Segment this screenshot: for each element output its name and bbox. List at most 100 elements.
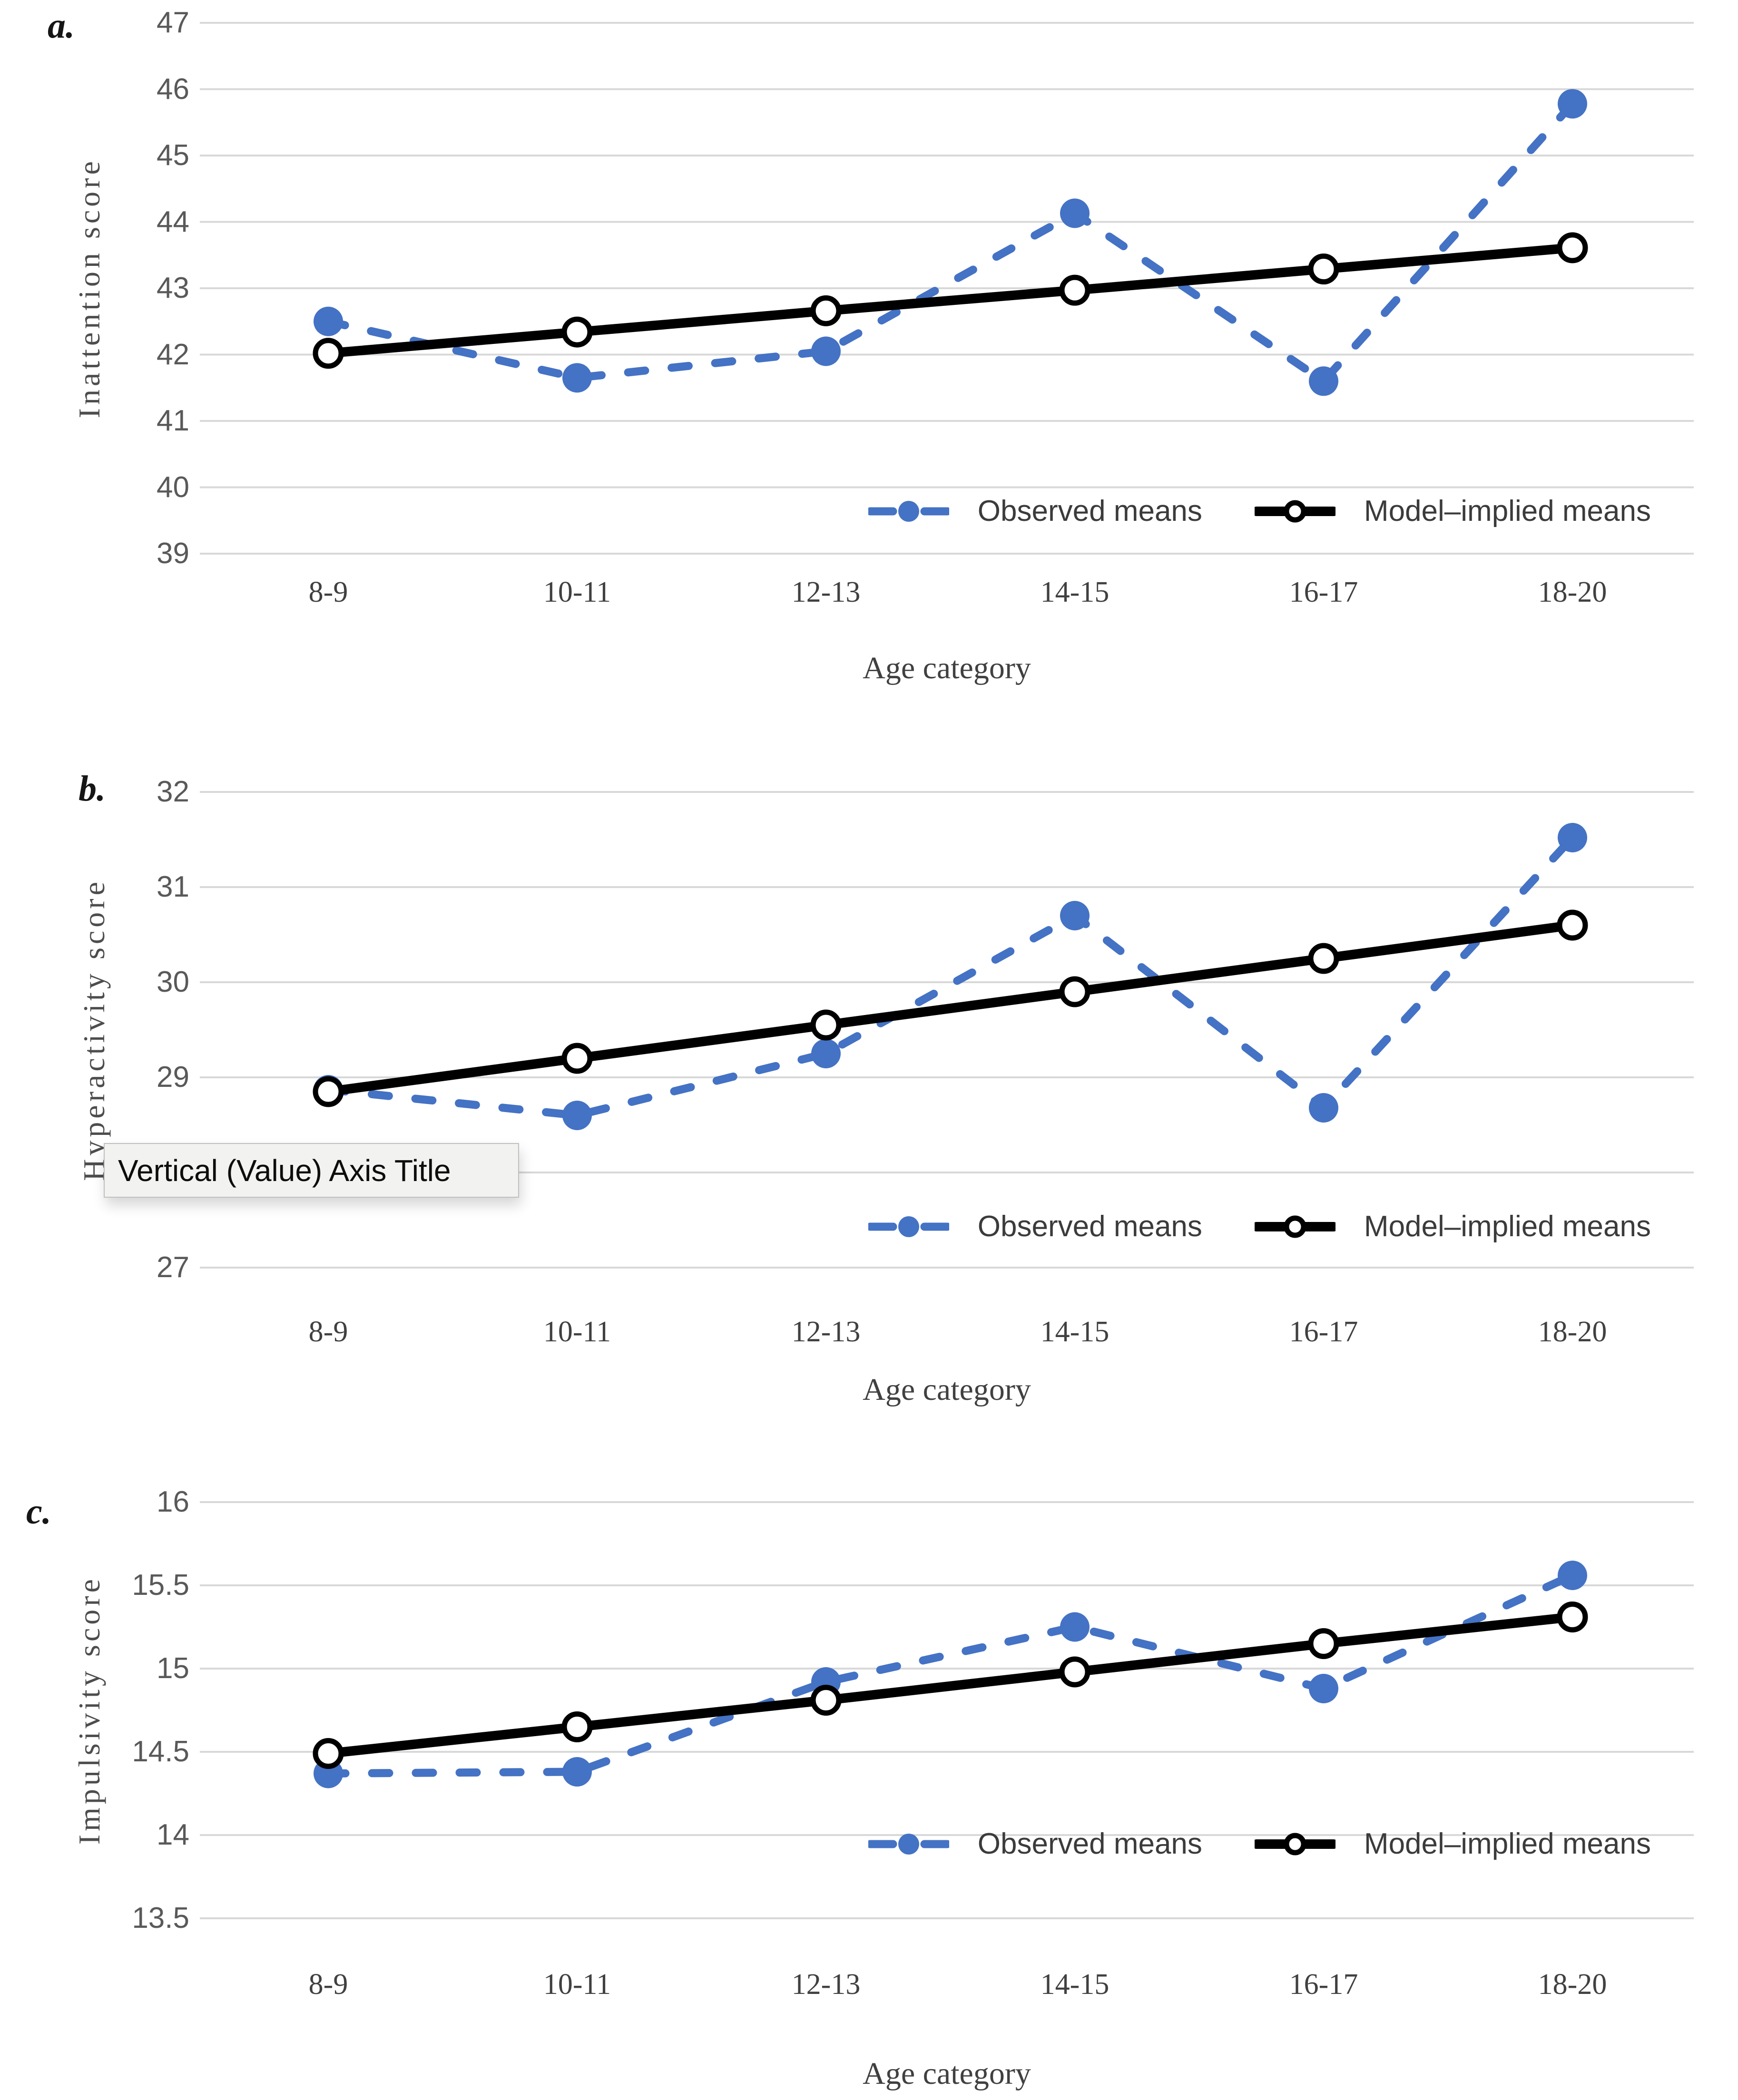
data-point-model [561, 316, 593, 348]
legend-label: Model–implied means [1364, 1210, 1651, 1243]
data-point-model [1308, 1628, 1339, 1659]
x-tick-label: 14-15 [1040, 1316, 1110, 1348]
x-tick-label: 18-20 [1538, 1968, 1607, 2001]
x-tick-label: 18-20 [1538, 1316, 1607, 1348]
data-point-model [1308, 254, 1339, 285]
y-tick-label: 44 [157, 205, 189, 238]
series-observed-line [324, 1571, 1577, 1778]
legend-item-observed: Observed means [868, 1209, 1202, 1244]
legend: Observed means Model–implied means [868, 494, 1651, 529]
data-point-observed [1558, 1561, 1587, 1590]
model-series-icon [1254, 500, 1335, 523]
data-point-observed [314, 306, 343, 336]
x-axis-title: Age category [863, 1372, 1031, 1407]
data-point-model [1059, 274, 1090, 306]
data-point-observed [1558, 89, 1587, 119]
y-tick-label: 40 [157, 470, 189, 504]
legend: Observed means Model–implied means [868, 1209, 1651, 1244]
observed-series-icon [868, 501, 949, 522]
data-point-model [810, 295, 842, 326]
x-tick-label: 16-17 [1289, 1968, 1358, 2001]
data-point-model [1557, 909, 1588, 941]
y-tick-label: 14.5 [132, 1735, 189, 1768]
series-model-line [324, 243, 1577, 358]
x-tick-label: 8-9 [308, 576, 348, 608]
y-tick-label: 43 [157, 272, 189, 304]
data-point-model [561, 1711, 593, 1742]
legend-item-model: Model–implied means [1254, 1827, 1651, 1862]
legend: Observed means Model–implied means [868, 1827, 1651, 1862]
data-point-model [1059, 1656, 1090, 1688]
data-point-observed [562, 1757, 592, 1787]
data-point-observed [1060, 198, 1090, 228]
data-point-observed [1060, 901, 1090, 930]
data-point-model [313, 1076, 344, 1107]
y-tick-label: 42 [157, 338, 189, 371]
y-axis-title-text: Hyperactivity score [77, 879, 111, 1181]
y-tick-label: 29 [157, 1061, 189, 1094]
data-point-observed [1558, 823, 1587, 852]
series-observed-line [324, 833, 1577, 1120]
data-point-model [313, 1738, 344, 1769]
data-point-model [1308, 943, 1339, 974]
observed-series-icon [868, 1834, 949, 1855]
x-tick-label: 8-9 [308, 1968, 348, 2001]
x-tick-label: 8-9 [308, 1316, 348, 1348]
y-tick-label: 45 [157, 139, 189, 172]
legend-item-model: Model–implied means [1254, 1209, 1651, 1244]
x-tick-label: 10-11 [543, 1316, 611, 1348]
data-point-model [1557, 232, 1588, 264]
data-point-observed [1309, 1093, 1338, 1123]
data-point-model [313, 338, 344, 369]
series-observed-line [324, 99, 1577, 385]
y-tick-label: 39 [157, 537, 189, 570]
legend-label: Observed means [977, 1210, 1202, 1243]
data-point-model [1059, 976, 1090, 1007]
y-tick-label: 15 [157, 1652, 189, 1685]
x-tick-label: 18-20 [1538, 576, 1607, 608]
legend-label: Observed means [977, 1827, 1202, 1860]
x-tick-label: 10-11 [543, 576, 611, 608]
data-point-observed [1309, 1674, 1338, 1703]
data-point-model [1557, 1602, 1588, 1632]
x-tick-label: 12-13 [791, 1968, 861, 2001]
x-tick-label: 16-17 [1289, 1316, 1358, 1348]
y-axis-title-text: Impulsivity score [72, 1575, 106, 1845]
legend-item-observed: Observed means [868, 1827, 1202, 1862]
y-tick-label: 31 [157, 870, 189, 903]
panel-letter-c: c. [26, 1492, 51, 1532]
y-tick-label: 16 [157, 1485, 189, 1518]
legend-label: Observed means [977, 495, 1202, 527]
data-point-model [810, 1009, 842, 1041]
panel-letter-b: b. [79, 769, 106, 809]
legend-item-model: Model–implied means [1254, 494, 1651, 529]
y-tick-label: 46 [157, 72, 189, 106]
legend-label: Model–implied means [1364, 1827, 1651, 1860]
x-axis-title: Age category [863, 651, 1031, 685]
axis-title-tooltip: Vertical (Value) Axis Title [104, 1143, 519, 1198]
data-point-observed [811, 336, 841, 366]
series-model-line [324, 920, 1577, 1096]
y-tick-label: 47 [157, 6, 189, 39]
model-series-icon [1254, 1833, 1335, 1856]
legend-label: Model–implied means [1364, 495, 1651, 527]
y-axis-title-impulsivity: Impulsivity score [61, 1502, 118, 1918]
data-point-observed [811, 1039, 841, 1068]
model-series-icon [1254, 1215, 1335, 1238]
x-tick-label: 14-15 [1040, 576, 1110, 608]
x-axis-title: Age category [863, 2056, 1031, 2091]
data-point-model [810, 1685, 842, 1716]
y-tick-label: 15.5 [132, 1569, 189, 1602]
y-tick-label: 32 [157, 775, 189, 808]
y-tick-label: 27 [157, 1251, 189, 1284]
data-point-model [561, 1043, 593, 1074]
y-tick-label: 14 [157, 1818, 189, 1851]
series-model-line [324, 1612, 1577, 1758]
observed-series-icon [868, 1216, 949, 1237]
x-tick-label: 12-13 [791, 576, 861, 608]
y-tick-label: 13.5 [132, 1902, 189, 1934]
x-tick-label: 10-11 [543, 1968, 611, 2001]
x-tick-label: 14-15 [1040, 1968, 1110, 2001]
x-tick-label: 12-13 [791, 1316, 861, 1348]
